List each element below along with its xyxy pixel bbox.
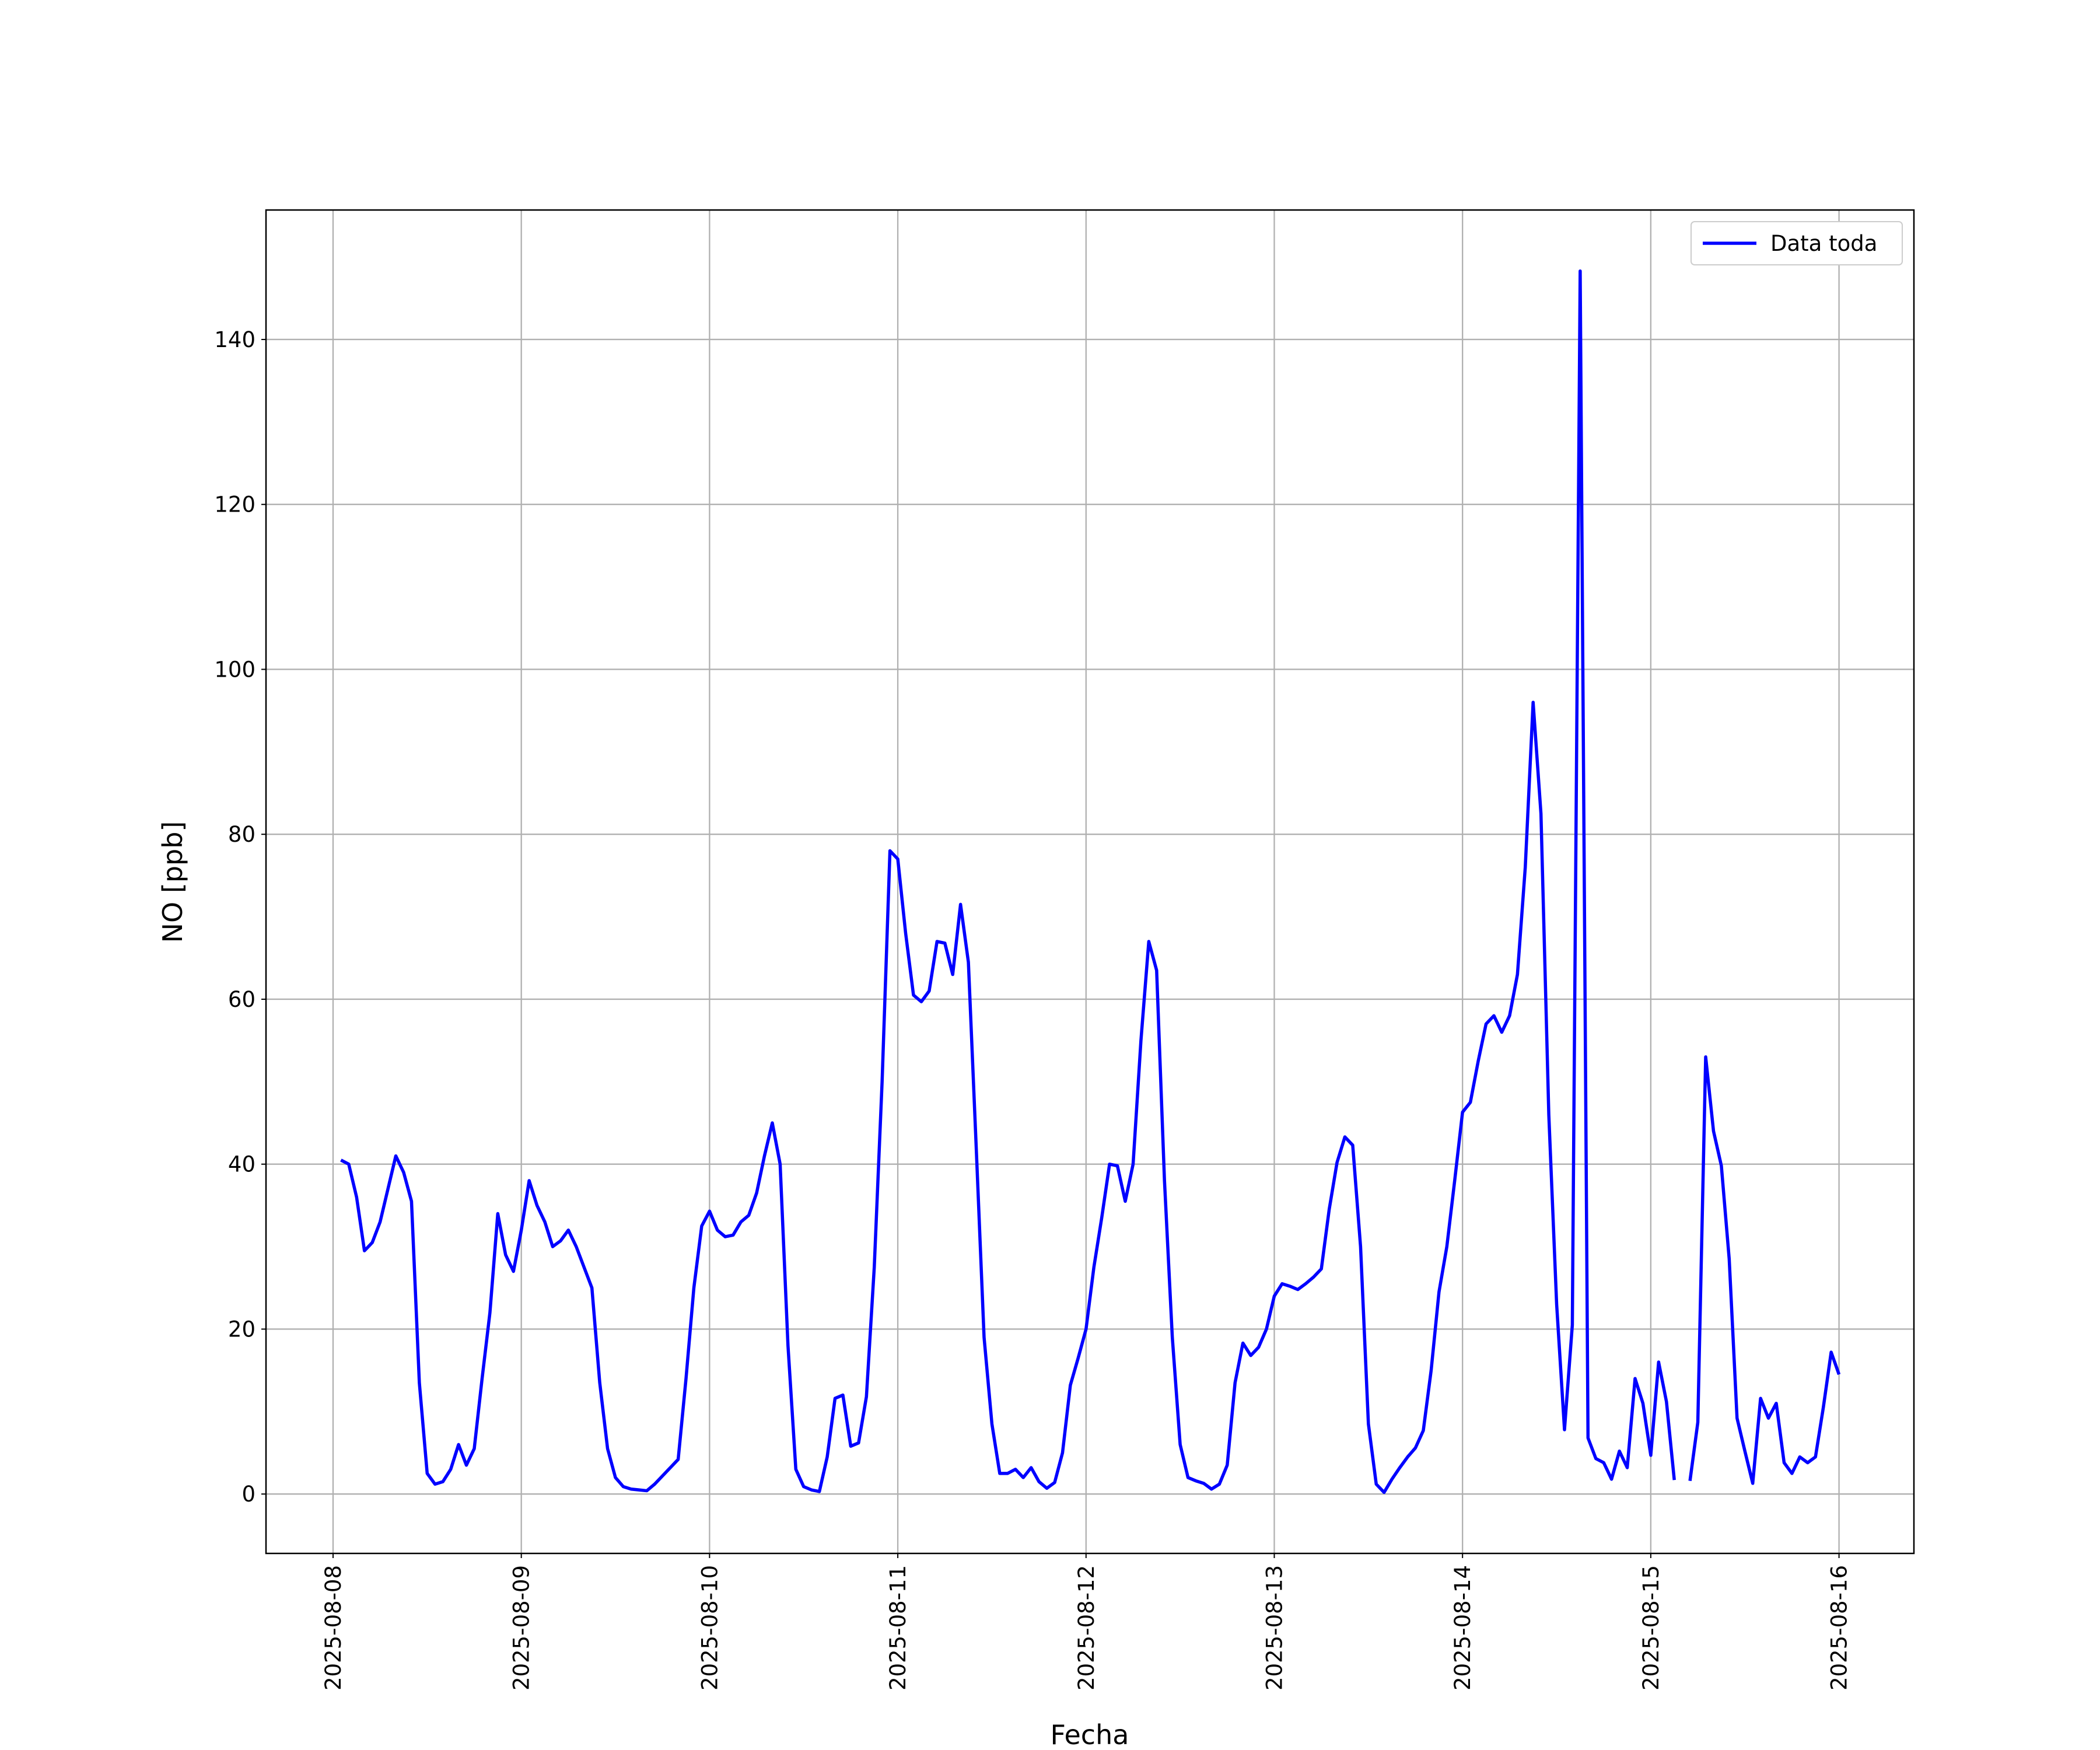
y-tick-label: 80 bbox=[228, 822, 256, 847]
x-tick-label: 2025-08-15 bbox=[1639, 1565, 1664, 1690]
x-axis-label: Fecha bbox=[1051, 1719, 1129, 1750]
y-tick-label: 20 bbox=[228, 1317, 256, 1342]
x-tick-label: 2025-08-08 bbox=[321, 1565, 346, 1690]
x-tick-label: 2025-08-11 bbox=[886, 1565, 911, 1690]
y-tick-label: 60 bbox=[228, 987, 256, 1012]
plot-frame bbox=[265, 209, 1915, 1555]
x-tick-label: 2025-08-14 bbox=[1450, 1565, 1475, 1690]
y-axis-label: NO [ppb] bbox=[157, 821, 188, 943]
y-tick-label: 100 bbox=[214, 657, 256, 682]
legend-label: Data toda bbox=[1770, 231, 1877, 256]
legend: Data toda bbox=[1690, 221, 1903, 265]
x-tick-label: 2025-08-16 bbox=[1827, 1565, 1852, 1690]
y-tick-label: 120 bbox=[214, 492, 256, 517]
y-tick-label: 0 bbox=[242, 1482, 256, 1507]
y-tick-label: 40 bbox=[228, 1152, 256, 1177]
data-line bbox=[340, 269, 1841, 1494]
x-tick-label: 2025-08-13 bbox=[1262, 1565, 1287, 1690]
x-tick-label: 2025-08-09 bbox=[509, 1565, 534, 1690]
x-tick-label: 2025-08-12 bbox=[1074, 1565, 1099, 1690]
legend-box bbox=[1690, 221, 1903, 265]
x-tick-label: 2025-08-10 bbox=[697, 1565, 722, 1690]
y-tick-label: 140 bbox=[214, 327, 256, 352]
